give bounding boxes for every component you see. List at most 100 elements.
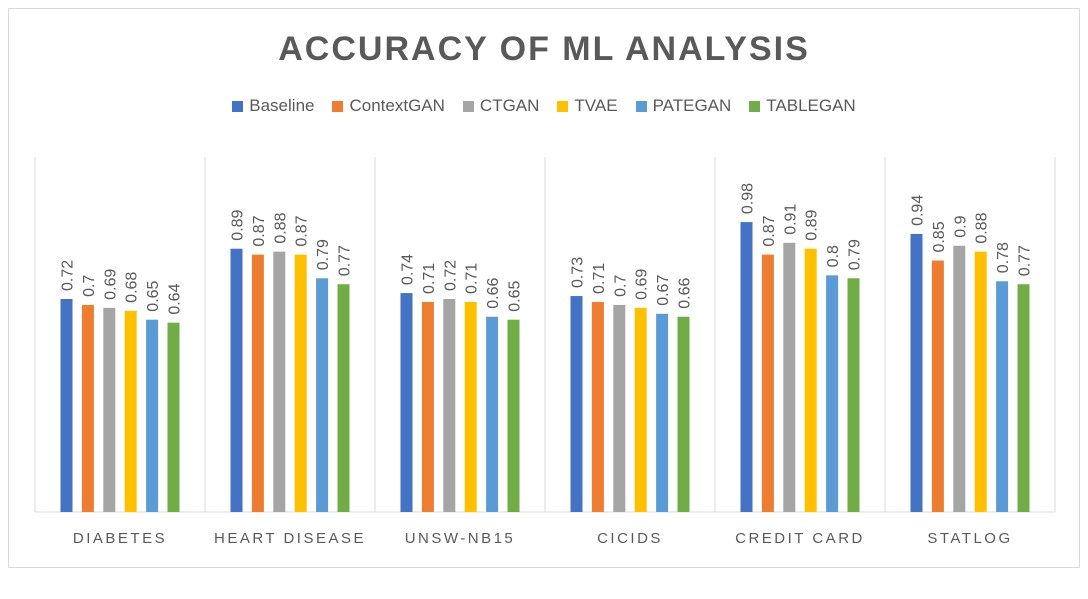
data-label: 0.94: [910, 195, 927, 226]
data-label: 0.78: [995, 242, 1012, 273]
data-label: 0.79: [315, 239, 332, 270]
data-label: 0.77: [337, 245, 354, 276]
data-label: 0.69: [634, 269, 651, 300]
legend-item: TVAE: [557, 96, 618, 116]
bar: [103, 307, 116, 512]
legend-label: TABLEGAN: [766, 96, 856, 115]
bar: [996, 281, 1009, 512]
bar: [634, 307, 647, 512]
x-tick-label: CREDIT CARD: [735, 530, 865, 547]
bar: [804, 248, 817, 513]
bar: [251, 254, 264, 512]
legend-label: PATEGAN: [652, 96, 732, 115]
data-label: 0.72: [442, 260, 459, 291]
bar: [974, 251, 987, 512]
data-label: 0.91: [782, 204, 799, 235]
data-label: 0.79: [847, 239, 864, 270]
bar: [337, 284, 350, 512]
data-label: 0.87: [251, 215, 268, 246]
data-label: 0.87: [294, 215, 311, 246]
legend-swatch: [232, 100, 244, 112]
data-label: 0.68: [124, 272, 141, 303]
data-label: 0.71: [464, 263, 481, 294]
data-label: 0.88: [974, 212, 991, 243]
data-label: 0.72: [60, 260, 77, 291]
legend-swatch: [462, 100, 474, 112]
data-label: 0.69: [102, 269, 119, 300]
bar: [60, 299, 73, 512]
data-label: 0.74: [400, 254, 417, 285]
bar: [81, 304, 94, 512]
bar: [591, 301, 604, 512]
chart-title: ACCURACY OF ML ANALYSIS: [278, 30, 810, 68]
bar: [910, 233, 923, 512]
data-label: 0.71: [591, 263, 608, 294]
bar: [400, 293, 413, 512]
legend-label: CTGAN: [479, 96, 540, 115]
bar: [230, 248, 243, 513]
data-label: 0.71: [421, 263, 438, 294]
legend-swatch: [749, 100, 761, 112]
bar: [656, 313, 669, 512]
x-tick-label: STATLOG: [927, 530, 1012, 547]
bar: [146, 319, 159, 512]
data-label: 0.66: [677, 278, 694, 309]
bar: [443, 299, 456, 512]
data-label: 0.9: [952, 215, 969, 237]
data-label: 0.89: [804, 209, 821, 240]
chart-frame: [8, 8, 1080, 568]
legend: Baseline ContextGAN CTGAN TVAE PATEGAN TABLEG…: [0, 96, 1088, 116]
data-label: 0.8: [825, 245, 842, 267]
data-label: 0.65: [145, 280, 162, 311]
legend-item: TABLEGAN: [749, 96, 856, 116]
bar: [294, 254, 307, 512]
bar: [570, 296, 583, 512]
bar: [761, 254, 774, 512]
legend-label: ContextGAN: [349, 96, 445, 115]
bar: [507, 319, 520, 512]
legend-item: PATEGAN: [635, 96, 732, 116]
data-label: 0.66: [485, 278, 502, 309]
bar: [783, 242, 796, 512]
bar: [124, 310, 137, 512]
data-label: 0.7: [81, 275, 98, 297]
bar: [464, 301, 477, 512]
bar: [421, 301, 434, 512]
legend-item: CTGAN: [462, 96, 540, 116]
bar: [677, 316, 690, 512]
bar: [740, 222, 753, 513]
data-label: 0.87: [761, 215, 778, 246]
x-tick-label: CICIDS: [597, 530, 663, 547]
data-label: 0.98: [740, 183, 757, 214]
data-label: 0.85: [931, 221, 948, 252]
bar: [826, 275, 839, 512]
bar: [486, 316, 499, 512]
bar: [167, 322, 180, 512]
data-label: 0.89: [230, 209, 247, 240]
x-tick-label: UNSW-NB15: [405, 530, 516, 547]
legend-label: TVAE: [574, 96, 618, 115]
data-label: 0.77: [1017, 245, 1034, 276]
legend-swatch: [635, 100, 647, 112]
data-label: 0.73: [570, 257, 587, 288]
legend-item: Baseline: [232, 96, 314, 116]
data-label: 0.67: [655, 275, 672, 306]
x-tick-label: HEART DISEASE: [214, 530, 366, 547]
legend-item: ContextGAN: [332, 96, 445, 116]
data-label: 0.7: [612, 275, 629, 297]
bar: [613, 304, 626, 512]
x-tick-label: DIABETES: [73, 530, 167, 547]
bar: [931, 260, 944, 512]
legend-swatch: [557, 100, 569, 112]
bar: [847, 278, 860, 512]
bar: [1017, 284, 1030, 512]
data-label: 0.64: [167, 283, 184, 314]
bar: [953, 245, 966, 512]
legend-label: Baseline: [249, 96, 315, 115]
bar: [273, 251, 286, 512]
data-label: 0.88: [272, 212, 289, 243]
legend-swatch: [332, 100, 344, 112]
bar: [316, 278, 329, 512]
data-label: 0.65: [507, 280, 524, 311]
